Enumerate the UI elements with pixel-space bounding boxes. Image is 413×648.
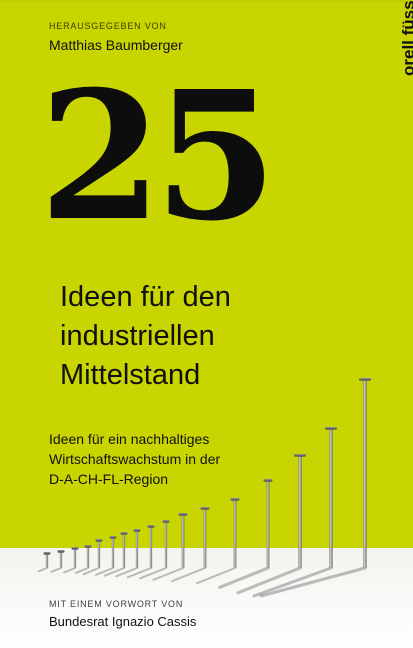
nail-icon — [147, 525, 155, 568]
white-floor-band — [0, 548, 413, 648]
nail-icon — [120, 532, 128, 568]
title-line-1: Ideen für den — [60, 281, 231, 313]
nail-shadow — [139, 567, 167, 580]
editor-name: Matthias Baumberger — [49, 37, 183, 53]
title-line-3: Mittelstand — [60, 359, 201, 391]
title-line-2: industriellen — [60, 320, 215, 352]
nail-shadow — [152, 567, 184, 581]
nail-icon — [109, 536, 117, 568]
foreword-kicker: MIT EINEM VORWORT VON — [49, 599, 184, 609]
nail-shadow — [196, 567, 236, 585]
nail-shadow — [50, 567, 62, 573]
nail-shadow — [94, 567, 114, 576]
nail-icon — [43, 552, 51, 568]
cover-number: 25 — [39, 52, 277, 260]
nail-shadow — [115, 567, 138, 578]
nail-icon — [294, 454, 306, 568]
nail-shadow — [74, 567, 89, 574]
nail-icon — [71, 547, 79, 568]
nail-icon — [325, 427, 337, 568]
nail-icon — [200, 507, 210, 568]
cover-subtitle: Ideen für ein nachhaltiges Wirtschaftswa… — [49, 429, 220, 489]
subtitle-line-2: Wirtschaftswachstum in der — [49, 451, 221, 467]
editor-kicker: HERAUSGEGEBEN VON — [49, 21, 167, 31]
nail-shadow — [82, 567, 100, 576]
nail-shadow — [236, 566, 302, 595]
nail-icon — [263, 479, 273, 568]
cover-title: Ideen für den industriellen Mittelstand — [60, 278, 231, 395]
nail-icon — [359, 378, 371, 568]
nail-shadow — [63, 567, 76, 574]
nail-shadow — [259, 566, 367, 598]
nail-icon — [95, 539, 103, 568]
nail-icon — [230, 498, 240, 568]
nail-icon — [133, 529, 141, 568]
nail-shadow — [171, 567, 206, 583]
nail-shadow — [103, 567, 125, 577]
top-rule — [0, 0, 413, 2]
nail-shadow — [37, 567, 48, 573]
foreword-name: Bundesrat Ignazio Cassis — [49, 614, 197, 629]
nail-shadow — [126, 567, 152, 579]
nail-icon — [178, 513, 188, 568]
nail-icon — [57, 550, 65, 568]
subtitle-line-1: Ideen für ein nachhaltiges — [49, 431, 210, 447]
nail-shadow — [218, 566, 270, 589]
nail-icon — [162, 520, 170, 568]
nail-icon — [84, 545, 92, 568]
nail-shadow — [252, 566, 333, 598]
subtitle-line-3: D-A-CH-FL-Region — [49, 471, 169, 487]
